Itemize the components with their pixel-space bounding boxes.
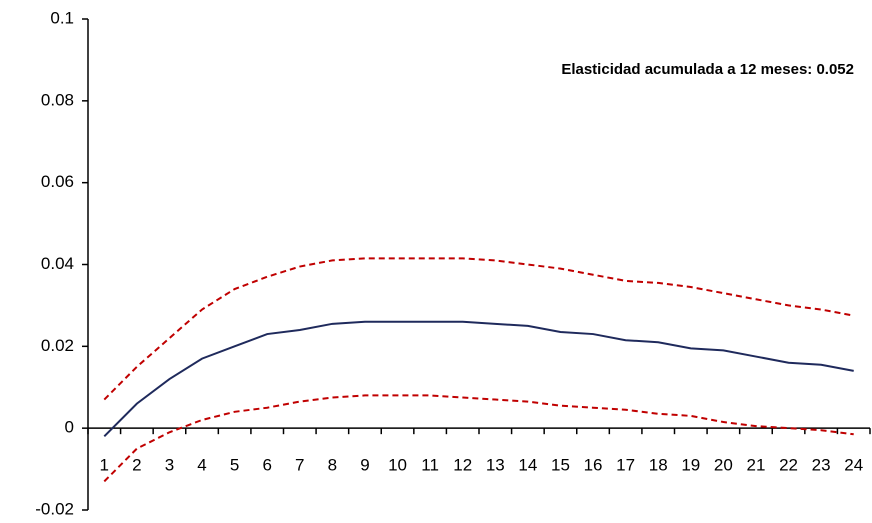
x-tick-label: 11 [421, 456, 439, 475]
y-tick-label: 0.04 [41, 254, 74, 273]
x-tick-label: 16 [584, 456, 603, 475]
x-tick-label: 7 [295, 456, 304, 475]
x-tick-label: 19 [681, 456, 700, 475]
x-tick-label: 6 [262, 456, 271, 475]
x-tick-label: 20 [714, 456, 733, 475]
y-tick-label: 0 [65, 418, 74, 437]
y-tick-label: 0.1 [50, 8, 74, 27]
x-tick-label: 21 [746, 456, 765, 475]
x-tick-label: 10 [388, 456, 407, 475]
y-tick-label: -0.02 [35, 499, 74, 518]
y-tick-label: 0.06 [41, 172, 74, 191]
x-tick-label: 23 [812, 456, 831, 475]
x-tick-label: 14 [518, 456, 537, 475]
x-tick-label: 15 [551, 456, 570, 475]
x-tick-label: 24 [844, 456, 863, 475]
series-line [103, 257, 854, 401]
x-tick-label: 8 [328, 456, 337, 475]
x-tick-label: 2 [132, 456, 141, 475]
y-tick-label: 0.02 [41, 336, 74, 355]
x-tick-label: 18 [649, 456, 668, 475]
x-tick-label: 5 [230, 456, 239, 475]
x-tick-label: 17 [616, 456, 635, 475]
series-line [103, 320, 854, 438]
y-tick-label: 0.08 [41, 90, 74, 109]
series-line [103, 394, 854, 483]
x-tick-label: 3 [165, 456, 174, 475]
x-tick-label: 1 [100, 456, 109, 475]
x-tick-label: 13 [486, 456, 505, 475]
x-tick-label: 9 [360, 456, 369, 475]
x-tick-label: 12 [453, 456, 472, 475]
annotation: Elasticidad acumulada a 12 meses: 0.052 [561, 61, 854, 78]
x-tick-label: 22 [779, 456, 798, 475]
x-tick-label: 4 [197, 456, 206, 475]
